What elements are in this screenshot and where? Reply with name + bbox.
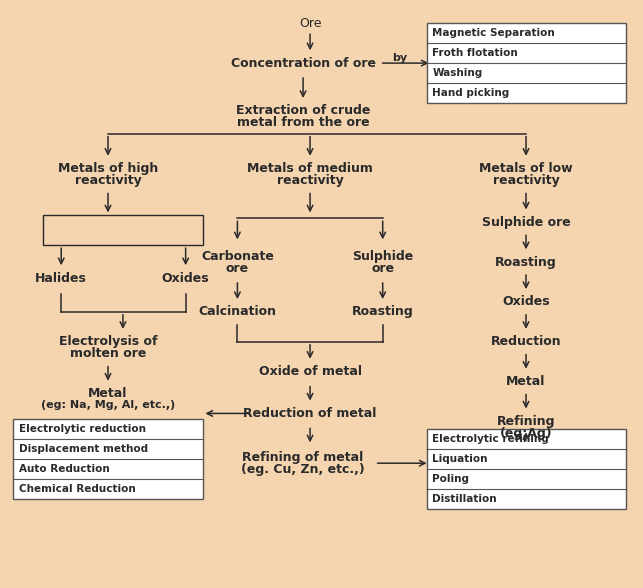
Text: Metals of high: Metals of high — [58, 162, 158, 175]
Text: reactivity: reactivity — [75, 174, 141, 187]
Text: Roasting: Roasting — [495, 256, 557, 269]
Text: Hand picking: Hand picking — [433, 88, 510, 98]
Text: Distillation: Distillation — [433, 494, 497, 504]
Text: Refining of metal: Refining of metal — [242, 451, 364, 464]
Text: molten ore: molten ore — [70, 348, 146, 360]
Text: Roasting: Roasting — [352, 305, 413, 319]
Text: Metal: Metal — [88, 387, 128, 400]
Text: Halides: Halides — [35, 272, 87, 285]
Text: Oxide of metal: Oxide of metal — [258, 365, 361, 378]
Text: Carbonate: Carbonate — [201, 250, 274, 263]
Text: reactivity: reactivity — [493, 174, 559, 187]
Text: Liquation: Liquation — [433, 454, 488, 464]
Text: Refining: Refining — [497, 415, 556, 428]
Text: Froth flotation: Froth flotation — [433, 48, 518, 58]
Text: Metals of medium: Metals of medium — [247, 162, 373, 175]
Text: Auto Reduction: Auto Reduction — [19, 464, 110, 474]
Text: Reduction of metal: Reduction of metal — [243, 407, 377, 420]
Text: by: by — [392, 53, 407, 63]
Text: reactivity: reactivity — [276, 174, 343, 187]
Text: Oxides: Oxides — [502, 295, 550, 309]
Text: Ore: Ore — [299, 17, 322, 30]
Text: Electrolytic refining: Electrolytic refining — [433, 435, 549, 445]
Text: Sulphide ore: Sulphide ore — [482, 216, 570, 229]
Text: metal from the ore: metal from the ore — [237, 116, 369, 129]
Bar — [43, 215, 203, 245]
Text: Calcination: Calcination — [199, 305, 276, 319]
Text: Chemical Reduction: Chemical Reduction — [19, 484, 136, 494]
Text: (eg. Cu, Zn, etc.,): (eg. Cu, Zn, etc.,) — [241, 463, 365, 476]
Text: Reduction: Reduction — [491, 335, 561, 348]
Text: Extraction of crude: Extraction of crude — [236, 104, 370, 118]
Text: Electrolysis of: Electrolysis of — [59, 335, 158, 348]
Text: ore: ore — [371, 262, 394, 275]
Text: (eg:Ag): (eg:Ag) — [500, 427, 552, 440]
Text: Concentration of ore: Concentration of ore — [231, 56, 376, 69]
Bar — [426, 24, 626, 103]
Text: ore: ore — [226, 262, 249, 275]
Text: Metals of low: Metals of low — [479, 162, 573, 175]
Text: Displacement method: Displacement method — [19, 445, 149, 455]
Bar — [426, 429, 626, 509]
Text: Poling: Poling — [433, 474, 469, 484]
Text: Magnetic Separation: Magnetic Separation — [433, 28, 555, 38]
Text: Washing: Washing — [433, 68, 483, 78]
Bar — [14, 419, 203, 499]
Text: Sulphide: Sulphide — [352, 250, 413, 263]
Text: (eg: Na, Mg, Al, etc.,): (eg: Na, Mg, Al, etc.,) — [41, 400, 175, 410]
Text: Electrolytic reduction: Electrolytic reduction — [19, 425, 147, 435]
Text: Metal: Metal — [506, 375, 546, 388]
Text: Oxides: Oxides — [162, 272, 210, 285]
